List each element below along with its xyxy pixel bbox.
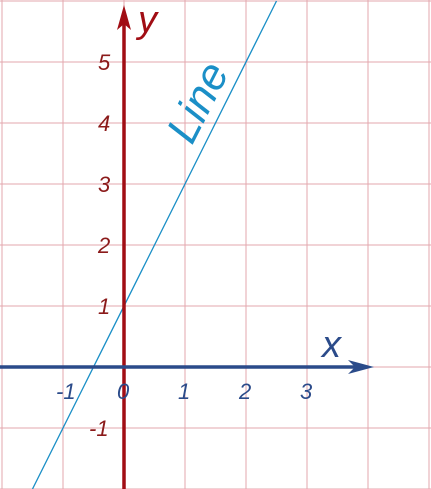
y-axis-arrow — [117, 5, 131, 30]
series-group — [31, 0, 278, 489]
axes — [0, 5, 374, 489]
x-tick-label: 0 — [117, 379, 130, 404]
line-series — [31, 0, 278, 489]
x-axis-arrow — [348, 360, 374, 374]
y-axis-label: y — [135, 0, 159, 41]
y-tick-label: 1 — [98, 294, 110, 319]
x-tick-label: 3 — [300, 379, 313, 404]
y-tick-label: 5 — [98, 50, 111, 75]
y-tick-label: 2 — [97, 233, 110, 258]
y-tick-label: 4 — [98, 111, 110, 136]
x-tick-label: 1 — [178, 379, 190, 404]
x-tick-label: 2 — [238, 379, 251, 404]
y-tick-label: 3 — [98, 172, 111, 197]
tick-labels: -1 0 1 2 3 -1 1 2 3 4 5 — [56, 50, 313, 441]
x-tick-label: -1 — [56, 379, 76, 404]
x-axis-label: x — [320, 324, 343, 366]
y-tick-label: -1 — [89, 416, 109, 441]
